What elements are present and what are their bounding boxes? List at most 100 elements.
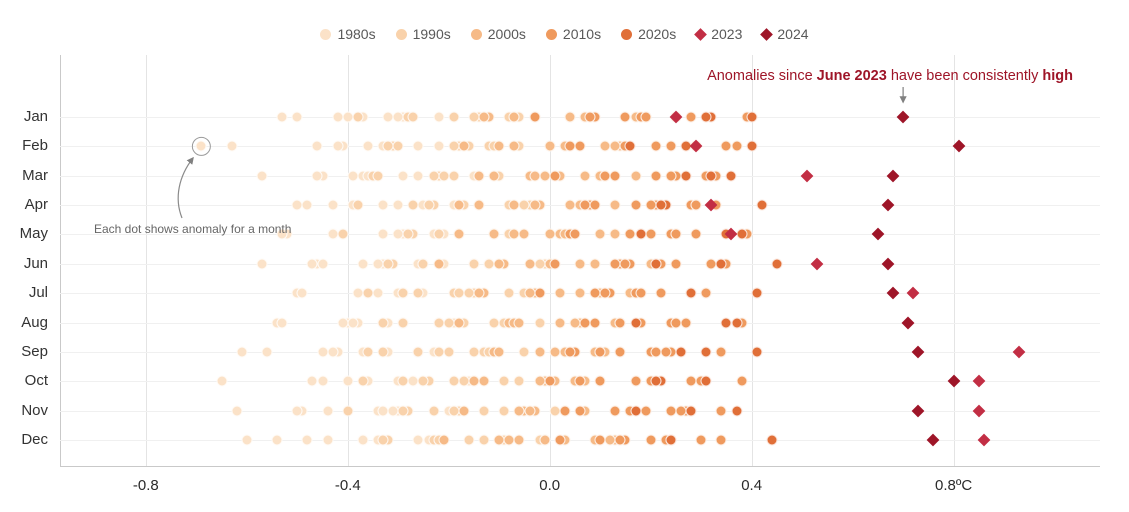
data-point-1990s (498, 405, 510, 417)
data-point-2000s (589, 258, 601, 270)
data-point-2010s (529, 111, 541, 123)
month-label-Apr: Apr (24, 196, 48, 214)
legend-label: 2020s (638, 26, 677, 42)
data-point-2000s (488, 228, 500, 240)
data-point-1990s (428, 405, 440, 417)
data-point-2010s (614, 434, 626, 446)
data-point-1980s (412, 170, 424, 182)
data-point-2010s (685, 111, 697, 123)
data-point-2020s (731, 317, 742, 329)
month-label-Jun: Jun (23, 254, 48, 272)
data-point-1990s (352, 111, 364, 123)
data-point-1980s (347, 317, 359, 329)
legend-label: 1980s (337, 26, 376, 42)
data-point-1990s (463, 434, 475, 446)
data-point-2010s (614, 346, 626, 358)
data-point-1980s (311, 170, 323, 182)
data-point-1980s (256, 258, 268, 270)
data-point-2010s (645, 228, 657, 240)
data-point-1980s (195, 140, 207, 152)
data-point-1980s (433, 140, 445, 152)
data-point-2000s (453, 317, 465, 329)
data-point-2000s (473, 287, 485, 299)
data-point-2020s (665, 434, 677, 446)
data-point-2024-diamond (881, 198, 895, 212)
data-point-2020s (650, 258, 662, 270)
data-point-1990s (377, 317, 389, 329)
month-label-Jul: Jul (28, 284, 48, 302)
row-gridline (60, 439, 1100, 441)
data-point-2023-diamond (810, 257, 824, 271)
data-point-2024-diamond (886, 286, 900, 300)
data-point-1990s (377, 434, 389, 446)
data-point-2000s (493, 346, 505, 358)
month-label-Feb: Feb (22, 137, 48, 155)
data-point-1990s (362, 346, 374, 358)
data-point-1980s (412, 140, 424, 152)
data-point-2000s (524, 405, 535, 417)
data-point-1990s (392, 140, 404, 152)
data-point-1990s (433, 346, 445, 358)
data-point-1980s (276, 228, 288, 240)
legend-item-2000s: 2000s (470, 26, 526, 42)
data-point-1990s (417, 375, 429, 387)
data-point-2010s (650, 346, 662, 358)
data-point-2010s (574, 375, 586, 387)
data-point-1980s (296, 287, 308, 299)
data-point-1980s (347, 170, 359, 182)
legend-item-2023: 2023 (694, 26, 742, 42)
data-point-2020s (630, 317, 642, 329)
data-point-1990s (518, 346, 530, 358)
data-point-2010s (690, 228, 702, 240)
legend-circle-marker (545, 28, 557, 40)
data-point-2020s (630, 405, 642, 417)
data-point-1980s (357, 434, 369, 446)
data-point-1990s (357, 375, 369, 387)
legend-diamond-marker (760, 27, 774, 41)
gridline (953, 55, 955, 466)
data-point-1990s (534, 317, 546, 329)
data-point-2023-diamond (972, 374, 986, 388)
data-point-1980s (322, 405, 334, 417)
data-point-2024-diamond (896, 110, 910, 124)
data-point-2000s (438, 434, 450, 446)
data-point-1990s (478, 405, 490, 417)
data-point-2020s (624, 140, 636, 152)
data-point-2020s (725, 170, 737, 182)
data-point-1980s (226, 140, 238, 152)
data-point-2010s (736, 375, 748, 387)
data-point-2020s (705, 170, 717, 182)
annotation-text: Anomalies since (707, 68, 817, 84)
data-point-1990s (438, 170, 450, 182)
data-point-1980s (382, 111, 394, 123)
data-point-2010s (700, 287, 712, 299)
data-point-2010s (614, 317, 626, 329)
annotation-text: have been consistently (886, 68, 1043, 84)
data-point-2000s (594, 228, 606, 240)
data-point-2010s (549, 170, 561, 182)
data-point-1990s (397, 375, 409, 387)
data-point-1980s (291, 199, 303, 211)
data-point-2000s (493, 140, 505, 152)
data-point-2010s (655, 287, 667, 299)
data-point-2020s (700, 346, 712, 358)
data-point-1990s (407, 199, 419, 211)
data-point-2000s (453, 199, 465, 211)
month-label-Nov: Nov (21, 401, 48, 419)
data-point-1980s (291, 111, 303, 123)
data-point-1990s (372, 170, 384, 182)
data-point-2000s (564, 199, 576, 211)
data-point-2020s (635, 228, 647, 240)
data-point-1980s (327, 346, 339, 358)
data-point-1980s (357, 258, 369, 270)
data-point-2010s (650, 170, 662, 182)
data-point-1980s (362, 140, 374, 152)
legend-item-2010s: 2010s (545, 26, 601, 42)
annotation-bold-high: high (1042, 68, 1073, 84)
data-point-2000s (524, 258, 535, 270)
data-point-1990s (362, 287, 374, 299)
data-point-2010s (599, 287, 611, 299)
data-point-2020s (655, 199, 667, 211)
gridline (751, 55, 753, 466)
